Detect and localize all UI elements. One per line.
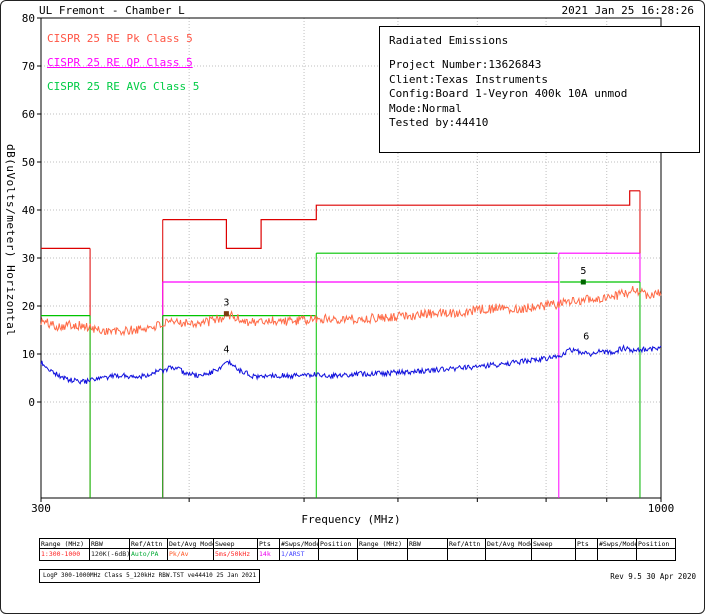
settings-header-cell: Ref/Attn [130,539,168,549]
x-tick-label: 300 [31,502,51,515]
settings-header-cell: #Swps/Mode [598,539,637,549]
test-info-box: Radiated Emissions Project Number:136268… [379,26,700,153]
marker-label-6[interactable]: 6 [583,331,589,342]
legend: CISPR 25 RE Pk Class 5 CISPR 25 RE QP Cla… [47,32,199,104]
settings-value-cell [486,549,532,560]
settings-header-cell: #Swps/Mode [280,539,319,549]
window-datetime: 2021 Jan 25 16:28:26 [561,4,694,17]
settings-value-cell: 1/ARST [280,549,319,560]
info-line: Client:Texas Instruments [389,72,548,86]
settings-value-cell [576,549,598,560]
y-tick-label: 10 [22,348,35,361]
y-tick-label: 60 [22,108,35,121]
settings-value-cell: Auto/PA [130,549,168,560]
info-line: Tested by:44410 [389,116,489,129]
settings-value-cell [319,549,357,560]
settings-value-cell: Pk/Av [168,549,214,560]
test-file-label: LogP 300-1000MHz Class 5_120kHz RBW.TST … [39,569,261,583]
settings-header-cell: Pts [258,539,280,549]
marker-label-4[interactable]: 4 [223,345,229,356]
settings-header-cell: Position [319,539,357,549]
y-tick-label: 40 [22,204,35,217]
settings-value-cell: 14k [258,549,280,560]
settings-header-cell: Pts [576,539,598,549]
y-tick-label: 80 [22,12,35,25]
settings-header-cell: Det/Avg Mode [168,539,214,549]
settings-value-cell [598,549,637,560]
settings-header-cell: Range (MHz) [358,539,408,549]
settings-value-cell: 1:300-1000 [40,549,90,560]
settings-header-cell: Det/Avg Mode [486,539,532,549]
settings-value-cell [358,549,408,560]
settings-value-cell [532,549,576,560]
settings-header-cell: RBW [408,539,448,549]
marker-label-5[interactable]: 5 [580,266,586,277]
settings-value-cell: 120K(-6dB) [91,549,130,560]
info-line: Mode:Normal [389,101,462,115]
settings-table: Range (MHz) RBW Ref/Attn Det/Avg Mode Sweep P… [39,538,676,561]
y-tick-label: 70 [22,60,35,73]
marker-square-3[interactable] [223,311,229,317]
trace-pk-measurement [40,285,662,337]
settings-value-cell [637,549,675,560]
settings-table-half: Range (MHz) RBW Ref/Attn Det/Avg Mode Sweep P… [357,538,676,561]
settings-value-cell: 5ms/50kHz [214,549,258,560]
limit-line [162,190,640,249]
legend-item-pk: CISPR 25 RE Pk Class 5 [47,32,193,45]
y-tick-label: 50 [22,156,35,169]
settings-header-cell: Position [637,539,675,549]
y-tick-label: 0 [28,396,35,409]
info-line: Project Number:13626843 [389,58,542,71]
settings-table-half: Range (MHz) RBW Ref/Attn Det/Avg Mode Sweep P… [39,538,358,561]
y-axis-title: dB(uVolts/meter) Horizontal [4,144,17,337]
settings-header-cell: Sweep [214,539,258,549]
window-title: UL Fremont - Chamber L [39,4,185,17]
revision-label: Rev 9.5 30 Apr 2020 [610,572,696,581]
marker-label-3[interactable]: 3 [223,298,229,309]
settings-header-cell: Sweep [532,539,576,549]
info-title: Radiated Emissions [389,34,509,47]
settings-header-cell: Range (MHz) [40,539,90,549]
legend-item-qp: CISPR 25 RE QP Class 5 [47,56,193,69]
x-axis-title: Frequency (MHz) [301,513,401,526]
legend-item-avg: CISPR 25 RE AVG Class 5 [47,80,200,93]
settings-value-cell [448,549,486,560]
settings-header-cell: RBW [90,539,130,549]
settings-header-cell: Ref/Attn [448,539,486,549]
info-line: Config:Board 1-Veyron 400k 10A unmod [389,87,628,100]
x-tick-label: 1000 [648,502,675,515]
trace-avg-measurement [40,344,662,385]
settings-value-cell [408,549,448,560]
y-tick-label: 30 [22,252,35,265]
y-tick-label: 20 [22,300,35,313]
marker-square-5[interactable] [580,279,586,285]
